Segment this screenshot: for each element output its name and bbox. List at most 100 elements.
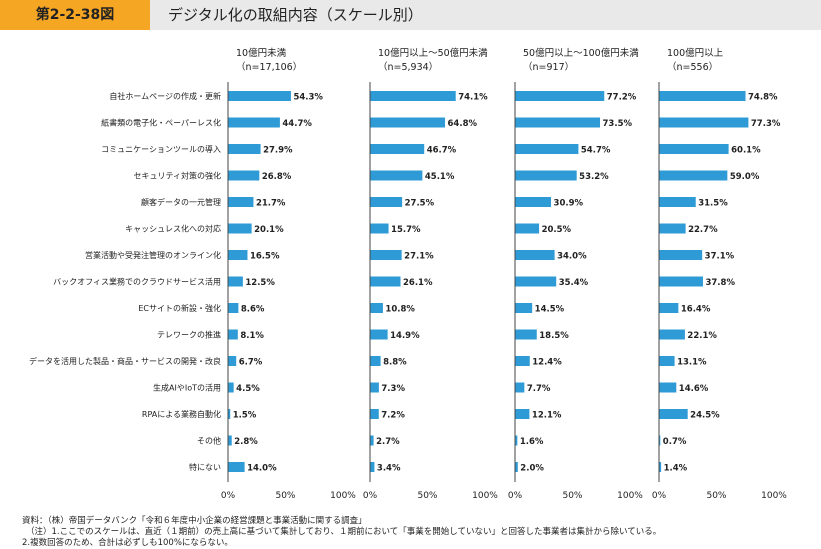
data-label: 77.2%: [607, 93, 637, 103]
data-label: 1.6%: [520, 437, 544, 447]
series-n-label: （n=17,106）: [236, 61, 302, 73]
series-n-label: （n=5,934）: [378, 61, 438, 73]
data-label: 16.4%: [681, 305, 711, 315]
data-label: 6.7%: [239, 358, 263, 368]
category-label: バックオフィス業務でのクラウドサービス活用: [53, 277, 221, 287]
series-name: 50億円以上～100億円未満: [523, 47, 639, 59]
bar: [370, 462, 375, 472]
notes: 資料：（株）帝国データバンク「令和６年度中小企業の経営課題と事業活動に関する調査…: [22, 516, 661, 549]
data-label: 8.1%: [240, 331, 264, 341]
bar: [515, 409, 530, 419]
category-label: 営業活動や受発注管理のオンライン化: [85, 250, 221, 260]
bar: [228, 197, 254, 207]
bar: [370, 117, 446, 128]
bar: [659, 250, 703, 260]
category-label: データを活用した製品・商品・サービスの開発・改良: [29, 356, 221, 366]
data-label: 22.1%: [687, 331, 717, 341]
data-label: 74.1%: [458, 93, 488, 103]
data-label: 14.5%: [535, 305, 565, 315]
note-1: （注）1.ここでのスケールは、直近（１期前）の売上高に基づいて集計しており、１期…: [26, 527, 662, 537]
bar: [515, 356, 530, 366]
data-label: 16.5%: [250, 252, 280, 262]
data-label: 53.2%: [579, 172, 609, 182]
bar: [659, 329, 685, 340]
x-tick-label: 50%: [275, 491, 295, 501]
category-label: コミュニケーションツールの導入: [101, 144, 221, 154]
data-label: 26.1%: [403, 278, 433, 288]
bar: [228, 356, 237, 366]
series-n-label: （n=556）: [667, 61, 718, 73]
category-label: キャッシュレス化への対応: [125, 224, 221, 234]
bar: [228, 144, 261, 154]
bar: [659, 144, 729, 154]
bar: [370, 356, 381, 366]
data-label: 73.5%: [603, 119, 633, 129]
bar: [659, 356, 675, 366]
data-label: 7.3%: [381, 384, 405, 394]
category-label: 特にない: [189, 462, 221, 472]
x-tick-label: 0%: [221, 491, 236, 501]
data-label: 14.0%: [247, 464, 277, 474]
bar: [370, 329, 388, 340]
data-label: 27.1%: [404, 252, 434, 262]
bar: [370, 197, 403, 207]
bar: [370, 303, 383, 313]
bar: [228, 276, 243, 287]
data-label: 59.0%: [730, 172, 760, 182]
data-label: 22.7%: [688, 225, 718, 235]
bar: [659, 197, 696, 207]
data-label: 21.7%: [256, 199, 286, 209]
bar: [370, 435, 374, 446]
bar: [515, 250, 555, 260]
bar: [659, 409, 688, 419]
category-label: 顧客データの一元管理: [141, 197, 221, 207]
bar: [659, 223, 686, 234]
bar: [659, 170, 728, 181]
bar: [515, 197, 552, 207]
data-label: 77.3%: [751, 119, 781, 129]
category-label: 紙書類の電子化・ペーパーレス化: [101, 118, 221, 128]
bar: [515, 223, 540, 234]
data-label: 2.8%: [234, 437, 258, 447]
series-name: 10億円未満: [236, 47, 287, 59]
category-label: セキュリティ対策の強化: [133, 171, 221, 181]
bar: [515, 276, 557, 287]
data-label: 26.8%: [262, 172, 292, 182]
data-label: 15.7%: [391, 225, 421, 235]
bar: [228, 250, 248, 260]
data-label: 37.8%: [705, 278, 735, 288]
x-tick-label: 100%: [617, 491, 643, 501]
bar: [228, 409, 231, 419]
data-label: 14.9%: [390, 331, 420, 341]
x-tick-label: 50%: [562, 491, 582, 501]
x-tick-label: 0%: [363, 491, 378, 501]
data-label: 74.8%: [748, 93, 778, 103]
series-name: 10億円以上～50億円未満: [378, 47, 488, 59]
bar: [515, 91, 605, 101]
bar: [515, 117, 601, 128]
bar: [515, 303, 533, 313]
bar: [228, 223, 252, 234]
data-label: 54.3%: [293, 93, 323, 103]
data-label: 60.1%: [731, 146, 761, 156]
bar: [659, 276, 703, 287]
category-label: ECサイトの新設・強化: [138, 303, 221, 313]
data-label: 13.1%: [677, 358, 707, 368]
data-label: 0.7%: [663, 437, 687, 447]
data-label: 34.0%: [557, 252, 587, 262]
source-note: 資料：（株）帝国データバンク「令和６年度中小企業の経営課題と事業活動に関する調査…: [22, 516, 367, 526]
bar: [515, 329, 537, 340]
data-label: 64.8%: [448, 119, 478, 129]
data-label: 18.5%: [539, 331, 569, 341]
bar: [228, 329, 238, 340]
series-name: 100億円以上: [667, 47, 724, 59]
note-2: 2.複数回答のため、合計は必ずしも100%にならない。: [22, 538, 233, 548]
data-label: 14.6%: [679, 384, 709, 394]
category-label: 自社ホームページの作成・更新: [109, 91, 221, 101]
data-label: 12.4%: [532, 358, 562, 368]
bar: [370, 250, 402, 260]
data-label: 27.9%: [263, 146, 293, 156]
bar: [659, 91, 746, 101]
data-label: 12.5%: [245, 278, 275, 288]
x-tick-label: 50%: [706, 491, 726, 501]
